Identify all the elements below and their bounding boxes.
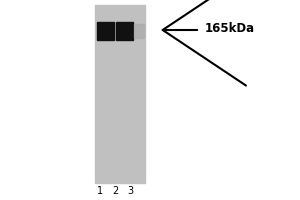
- Text: 165kDa: 165kDa: [205, 22, 255, 35]
- Bar: [134, 24, 144, 38]
- Text: 1: 1: [97, 186, 103, 196]
- Bar: [95, 5, 145, 183]
- Bar: [116, 22, 133, 40]
- Bar: [97, 22, 114, 40]
- Text: 3: 3: [127, 186, 133, 196]
- Text: 2: 2: [112, 186, 118, 196]
